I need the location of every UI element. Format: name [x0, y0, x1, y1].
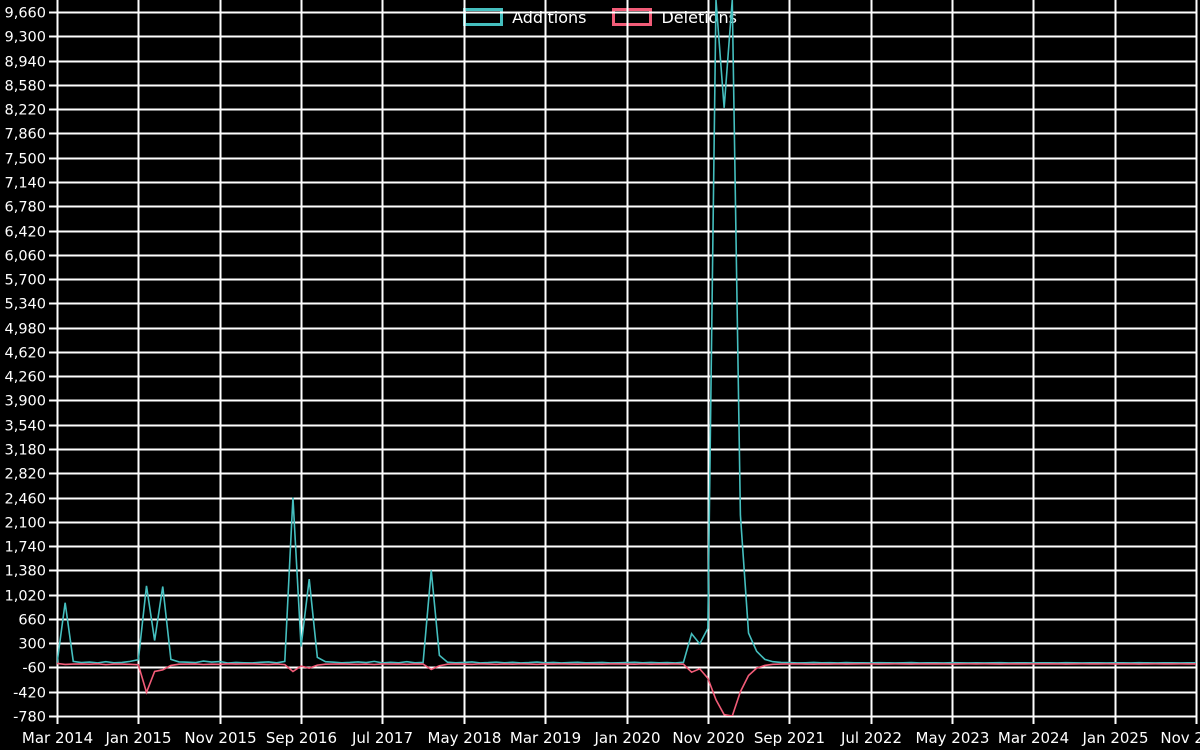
y-axis-tick-label: 6,780 — [4, 200, 46, 216]
y-axis-tick-label: 660 — [18, 613, 46, 629]
y-axis-tick-label: 4,620 — [4, 346, 46, 362]
y-axis-tick-label: 1,020 — [4, 589, 46, 605]
y-axis-tick-label: 7,500 — [4, 152, 46, 168]
y-axis-tick-label: 300 — [18, 637, 46, 653]
x-axis-tick-label: Nov 2015 — [184, 729, 256, 747]
y-axis-tick-label: 5,700 — [4, 273, 46, 289]
y-axis-tick-label: 4,260 — [4, 370, 46, 386]
x-axis-tick-label: Mar 2019 — [510, 729, 581, 747]
x-axis-tick-label: Mar 2024 — [998, 729, 1069, 747]
y-axis-tick-label: 4,980 — [4, 322, 46, 338]
x-axis-tick-label: Jan 2020 — [593, 729, 660, 747]
y-axis-tick-label: 1,740 — [4, 540, 46, 556]
y-axis-tick-label: 3,540 — [4, 419, 46, 435]
x-axis-tick-label: Nov 2020 — [672, 729, 744, 747]
y-axis-tick-label: 3,900 — [4, 394, 46, 410]
x-axis-tick-label: Jan 2015 — [104, 729, 171, 747]
x-axis-tick-label: Sep 2016 — [266, 729, 337, 747]
x-axis-tick-label: Sep 2021 — [754, 729, 825, 747]
y-axis-tick-label: 1,380 — [4, 564, 46, 580]
y-axis-tick-label: 6,420 — [4, 225, 46, 241]
y-axis-tick-label: 2,460 — [4, 492, 46, 508]
y-axis-tick-label: 8,580 — [4, 79, 46, 95]
x-axis-tick-label: May 2023 — [916, 729, 990, 747]
y-axis-tick-label: 5,340 — [4, 297, 46, 313]
y-axis-tick-label: 2,100 — [4, 516, 46, 532]
y-axis-tick-label: -420 — [13, 686, 46, 702]
y-axis-tick-label: 9,300 — [4, 30, 46, 46]
series-line-additions — [57, 0, 1196, 664]
y-axis-tick-label: 8,220 — [4, 103, 46, 119]
y-axis-tick-label: 7,860 — [4, 127, 46, 143]
y-axis-tick-label: -780 — [13, 710, 46, 726]
y-axis-tick-label: 8,940 — [4, 55, 46, 71]
x-axis-tick-label: Jan 2025 — [1081, 729, 1148, 747]
y-axis-tick-label: 2,820 — [4, 467, 46, 483]
x-axis-tick-label: Jul 2022 — [840, 729, 902, 747]
y-axis-tick-label: 9,660 — [4, 6, 46, 22]
x-axis-tick-label: Jul 2017 — [351, 729, 413, 747]
x-axis-tick-label: May 2018 — [428, 729, 502, 747]
y-axis-tick-label: 7,140 — [4, 176, 46, 192]
x-axis-tick-label: Mar 2014 — [22, 729, 93, 747]
y-axis-tick-label: -60 — [22, 661, 46, 677]
y-axis-tick-label: 3,180 — [4, 443, 46, 459]
series-line-deletions — [57, 662, 1196, 716]
y-axis-tick-label: 6,060 — [4, 249, 46, 265]
x-axis-tick-label: Nov 2025 — [1160, 729, 1200, 747]
